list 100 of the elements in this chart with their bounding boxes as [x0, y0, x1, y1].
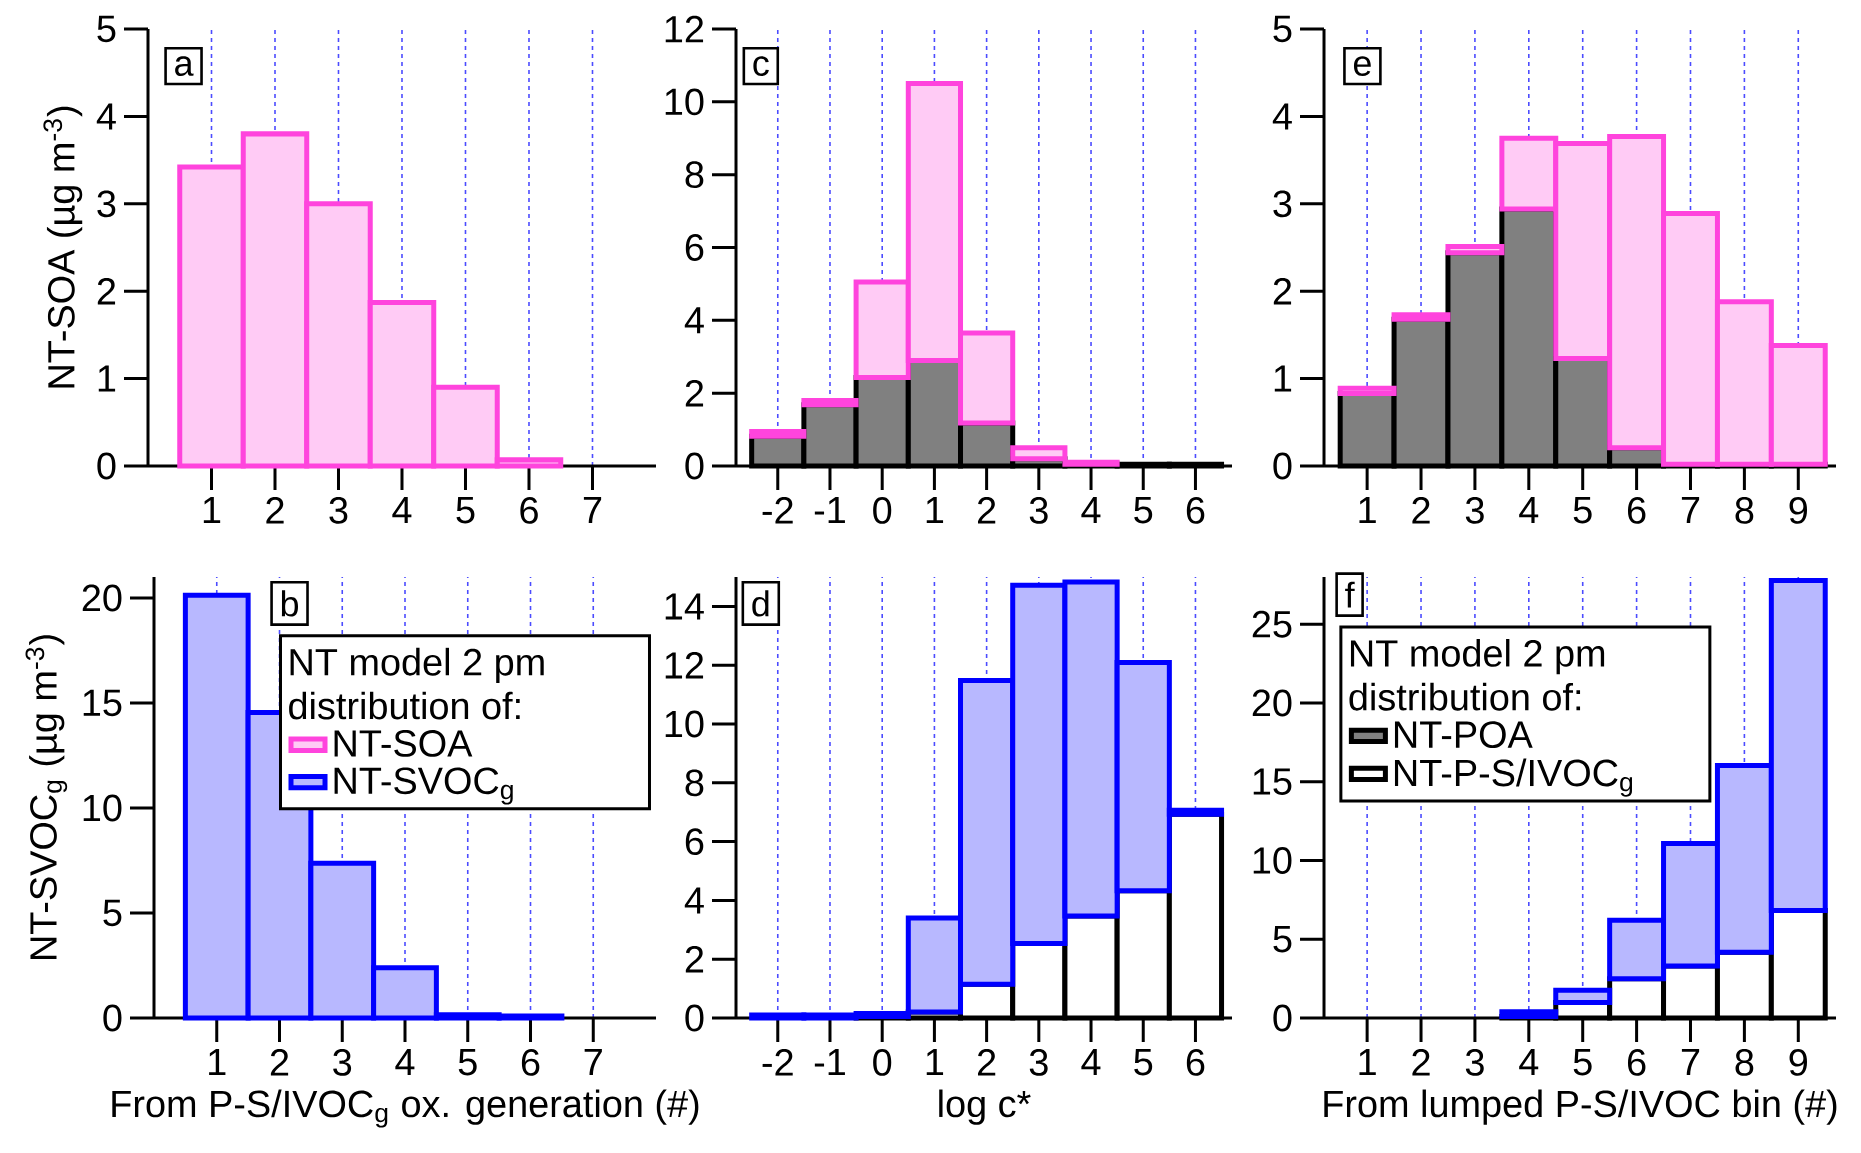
x-tick-label: 0 [873, 1049, 892, 1076]
x-tick-label: 6 [1627, 1049, 1646, 1076]
legend-label: NT-SOA [334, 730, 473, 757]
x-tick-label: 1 [203, 497, 221, 524]
y-tick-label: 1 [1274, 365, 1292, 392]
x-tick-label: 1 [926, 497, 944, 524]
y-tick-label: 2 [685, 379, 704, 407]
legend-title: NT model 2 pm distribution of: [289, 647, 544, 720]
x-tick-label: 3 [1029, 1049, 1048, 1076]
x-tick-label: 6 [1186, 497, 1205, 524]
annotation: c [753, 56, 769, 76]
x-tick-label: 0 [873, 497, 892, 524]
y-tick-label: 20 [82, 584, 122, 612]
y-tick-label: 15 [1253, 768, 1292, 795]
y-tick-label: 1 [98, 365, 116, 392]
y-tick-label: 5 [103, 899, 122, 927]
y-axis-title: NT-SVOC$_{g}$ (µg m$^{-3}$) [25, 635, 68, 960]
y-tick-label: 14 [665, 593, 704, 620]
x-tick-label: 4 [395, 1049, 415, 1076]
y-tick-label: 3 [97, 190, 116, 218]
x-axis-title: From P-S/IVOC$_{g}$ ox. generation (#) [112, 1089, 699, 1128]
y-tick-label: 5 [1273, 926, 1292, 953]
legend-label: NT-SVOC$_{g}$ [334, 767, 513, 805]
x-tick-label: 3 [333, 1049, 352, 1076]
x-tick-label: 2 [266, 497, 284, 524]
x-tick-label: 6 [521, 1049, 540, 1076]
y-tick-label: 0 [1273, 452, 1292, 480]
annotation: a [175, 56, 194, 76]
x-tick-label: -2 [762, 1049, 793, 1076]
y-tick-label: 0 [1273, 1004, 1292, 1032]
x-tick-label: 7 [1681, 497, 1700, 524]
legend-title: NT model 2 pm distribution of: [1349, 638, 1605, 711]
y-tick-label: 4 [1272, 103, 1292, 130]
x-tick-label: 6 [1186, 1049, 1205, 1076]
x-tick-label: 8 [1735, 497, 1754, 524]
legend-label: NT-POA [1394, 721, 1533, 749]
y-tick-label: 0 [685, 1004, 704, 1032]
x-tick-label: 3 [1465, 1049, 1484, 1076]
x-tick-label: 5 [1573, 497, 1592, 524]
y-tick-label: 10 [665, 88, 704, 116]
x-tick-label: -1 [814, 497, 845, 524]
y-tick-label: 25 [1252, 610, 1292, 638]
y-tick-label: 10 [83, 794, 122, 822]
x-tick-label: 1 [209, 1049, 226, 1076]
x-tick-label: -2 [762, 497, 793, 524]
x-tick-label: -1 [814, 1049, 845, 1076]
x-tick-label: 6 [1627, 497, 1646, 524]
x-tick-label: 2 [1412, 1049, 1430, 1076]
annotation: d [752, 590, 769, 617]
annotation: f [1345, 581, 1355, 608]
y-tick-label: 6 [685, 234, 704, 261]
y-tick-label: 20 [1252, 689, 1292, 717]
y-tick-label: 4 [96, 103, 116, 130]
x-tick-label: 2 [977, 497, 996, 524]
x-tick-label: 4 [392, 497, 412, 524]
x-tick-label: 2 [270, 1049, 289, 1076]
y-tick-label: 2 [97, 277, 116, 305]
x-tick-label: 5 [1134, 1049, 1153, 1076]
y-tick-label: 10 [1253, 847, 1292, 874]
x-tick-label: 5 [1134, 497, 1153, 524]
y-tick-label: 15 [83, 689, 122, 717]
x-tick-label: 1 [1359, 497, 1376, 524]
x-tick-label: 4 [1519, 497, 1539, 524]
x-tick-label: 5 [456, 497, 475, 524]
y-tick-label: 3 [1273, 190, 1292, 218]
x-axis-title: log c* [939, 1089, 1031, 1125]
x-tick-label: 7 [583, 497, 602, 524]
y-axis-title: NT-SOA (µg m$^{-3}$) [43, 106, 83, 388]
x-tick-label: 3 [1465, 497, 1484, 524]
y-tick-label: 0 [685, 452, 704, 480]
y-tick-label: 4 [684, 887, 704, 914]
legend-label: NT-P-S/IVOC$_{g}$ [1394, 758, 1633, 797]
y-tick-label: 0 [97, 452, 116, 480]
x-tick-label: 5 [1573, 1049, 1592, 1076]
y-tick-label: 5 [97, 15, 116, 43]
x-tick-label: 2 [1412, 497, 1430, 524]
x-tick-label: 5 [458, 1049, 477, 1076]
y-tick-label: 2 [685, 945, 704, 973]
y-tick-label: 12 [665, 15, 704, 43]
y-tick-label: 0 [103, 1004, 122, 1032]
y-tick-label: 2 [1273, 277, 1292, 305]
x-tick-label: 6 [520, 497, 538, 524]
x-tick-label: 1 [1359, 1049, 1376, 1076]
x-tick-label: 1 [926, 1049, 944, 1076]
y-tick-label: 4 [684, 307, 704, 334]
x-tick-label: 3 [329, 497, 348, 524]
y-tick-label: 6 [685, 828, 704, 856]
x-tick-label: 4 [1519, 1049, 1539, 1076]
x-tick-label: 4 [1081, 497, 1101, 524]
x-tick-label: 7 [1681, 1049, 1700, 1076]
x-tick-label: 4 [1081, 1049, 1101, 1076]
x-tick-label: 8 [1735, 1049, 1754, 1076]
x-tick-label: 9 [1789, 497, 1808, 524]
x-tick-label: 9 [1789, 1049, 1808, 1076]
y-tick-label: 8 [685, 769, 704, 797]
x-axis-title: From lumped P-S/IVOC bin (#) [1324, 1089, 1837, 1125]
y-tick-label: 12 [665, 651, 704, 679]
x-tick-label: 7 [584, 1049, 602, 1076]
y-tick-label: 10 [665, 710, 704, 738]
annotation: b [281, 590, 299, 617]
